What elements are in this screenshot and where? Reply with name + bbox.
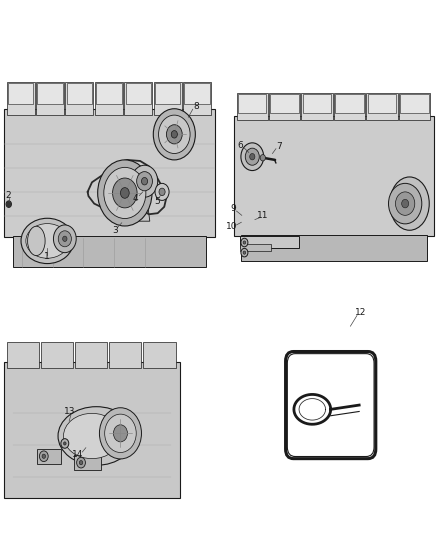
Bar: [234, 116, 434, 236]
Circle shape: [241, 238, 248, 247]
Bar: [183, 82, 211, 115]
Circle shape: [137, 172, 152, 191]
Circle shape: [241, 248, 248, 257]
Circle shape: [105, 414, 136, 453]
Bar: [37, 83, 63, 104]
Circle shape: [64, 442, 66, 445]
Circle shape: [166, 125, 182, 144]
Circle shape: [53, 225, 76, 253]
Bar: [334, 93, 365, 120]
Bar: [41, 342, 73, 368]
Bar: [237, 93, 268, 120]
Text: 4: 4: [133, 194, 138, 203]
Circle shape: [120, 188, 129, 198]
Bar: [4, 362, 180, 498]
Bar: [241, 235, 427, 261]
Circle shape: [131, 165, 158, 197]
Circle shape: [113, 178, 137, 208]
Text: 12: 12: [355, 309, 366, 317]
Text: 6: 6: [237, 141, 243, 150]
Circle shape: [58, 231, 71, 247]
Circle shape: [250, 154, 255, 160]
Circle shape: [396, 192, 415, 215]
Bar: [7, 342, 39, 368]
Circle shape: [6, 201, 11, 207]
Circle shape: [402, 199, 409, 208]
Bar: [184, 83, 210, 104]
Circle shape: [155, 183, 169, 200]
Circle shape: [241, 143, 264, 171]
Bar: [367, 93, 398, 120]
Bar: [96, 83, 122, 104]
Text: 5: 5: [154, 197, 160, 206]
Bar: [8, 83, 33, 104]
Text: 11: 11: [257, 211, 268, 220]
Ellipse shape: [64, 414, 120, 458]
Bar: [240, 244, 271, 251]
Bar: [65, 82, 93, 115]
Circle shape: [141, 177, 148, 185]
Circle shape: [243, 241, 246, 244]
Bar: [13, 236, 206, 266]
Circle shape: [42, 454, 46, 458]
Ellipse shape: [26, 224, 69, 258]
Circle shape: [77, 457, 85, 468]
Text: 13: 13: [64, 407, 76, 416]
Circle shape: [99, 408, 141, 459]
Ellipse shape: [21, 219, 74, 263]
Bar: [36, 82, 64, 115]
Bar: [109, 342, 141, 368]
Text: 1: 1: [44, 253, 50, 261]
Circle shape: [389, 183, 422, 224]
Bar: [270, 94, 299, 113]
Bar: [124, 82, 152, 115]
Bar: [303, 94, 332, 113]
Bar: [4, 109, 215, 237]
Bar: [368, 94, 396, 113]
Text: 9: 9: [230, 205, 236, 213]
Circle shape: [153, 109, 195, 160]
Text: 14: 14: [72, 450, 84, 458]
Text: 8: 8: [193, 102, 199, 111]
Bar: [336, 94, 364, 113]
Bar: [240, 236, 299, 248]
Bar: [154, 82, 182, 115]
Circle shape: [159, 115, 190, 154]
Polygon shape: [139, 197, 150, 221]
Circle shape: [104, 167, 146, 219]
Bar: [238, 94, 266, 113]
Bar: [126, 83, 151, 104]
Ellipse shape: [58, 407, 135, 465]
Circle shape: [39, 451, 48, 462]
Bar: [155, 83, 180, 104]
Bar: [400, 94, 429, 113]
Circle shape: [98, 160, 152, 226]
Bar: [301, 93, 333, 120]
Circle shape: [159, 188, 165, 196]
Bar: [67, 83, 92, 104]
Circle shape: [113, 425, 127, 442]
Text: 7: 7: [276, 142, 283, 150]
Circle shape: [245, 148, 259, 165]
Bar: [75, 342, 107, 368]
Bar: [143, 342, 176, 368]
Circle shape: [260, 155, 265, 161]
Circle shape: [61, 439, 69, 448]
Circle shape: [63, 236, 67, 241]
Ellipse shape: [390, 177, 429, 230]
Bar: [7, 82, 35, 115]
Text: 3: 3: [112, 226, 118, 235]
Bar: [95, 82, 123, 115]
Text: 10: 10: [226, 222, 238, 231]
Ellipse shape: [28, 226, 45, 256]
Circle shape: [171, 131, 177, 138]
Bar: [269, 93, 300, 120]
Circle shape: [79, 461, 83, 465]
Bar: [37, 449, 61, 464]
Bar: [74, 455, 101, 470]
Text: 2: 2: [5, 191, 11, 199]
Bar: [399, 93, 430, 120]
Circle shape: [243, 251, 246, 254]
